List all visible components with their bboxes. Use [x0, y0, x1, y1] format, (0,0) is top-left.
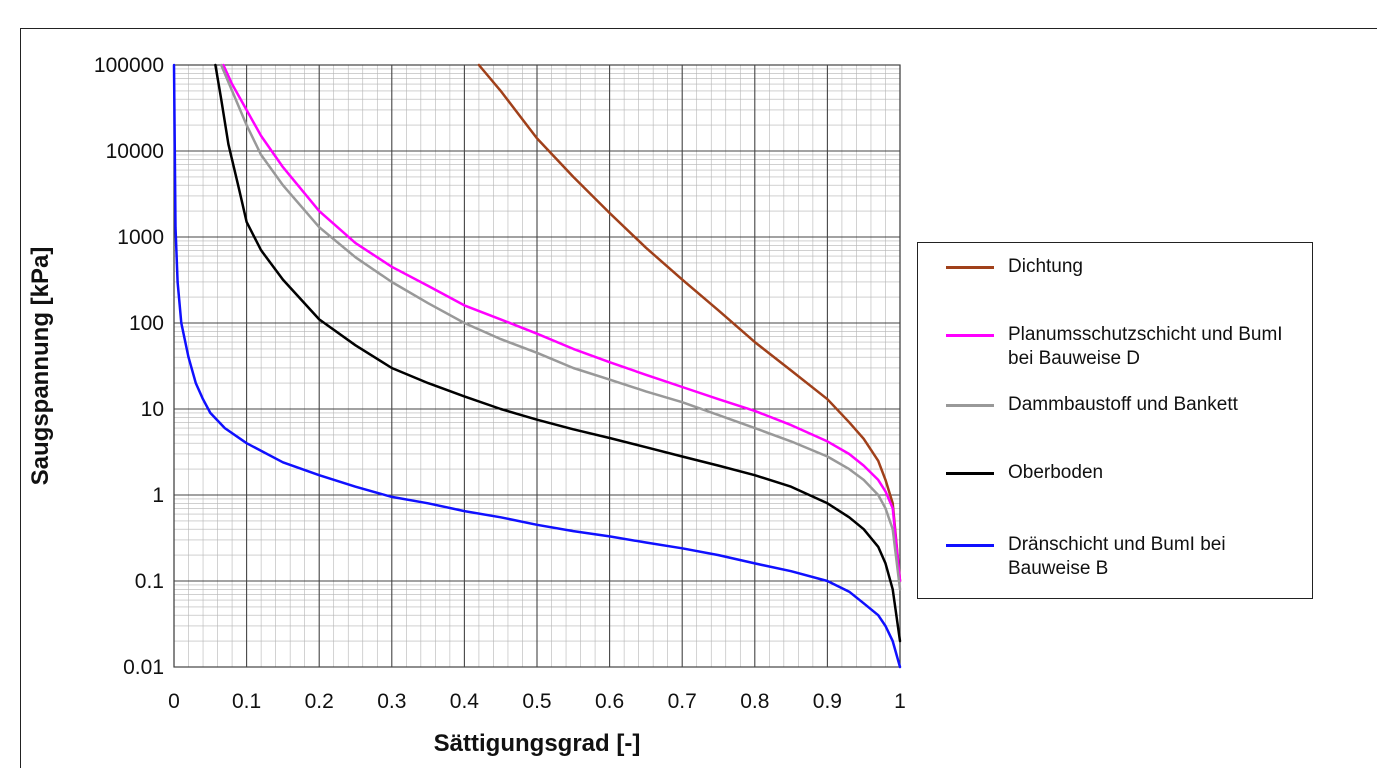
x-tick-label: 0.7 [668, 690, 697, 713]
x-tick-label: 0.9 [813, 690, 842, 713]
y-tick-labels: 0.01 0.1 1 10 100 1000 10000 100000 [94, 54, 164, 679]
y-tick-label: 0.01 [123, 656, 164, 679]
x-tick-label: 0.5 [522, 690, 551, 713]
major-grid [173, 64, 901, 668]
x-tick-label: 0.8 [740, 690, 769, 713]
legend-swatch [946, 266, 994, 269]
x-tick-label: 0 [168, 690, 180, 713]
y-tick-label: 0.1 [135, 570, 164, 593]
legend-label: Dichtung [1008, 256, 1083, 277]
x-tick-label: 0.2 [305, 690, 334, 713]
series-layer [172, 63, 902, 669]
y-tick-label: 100000 [94, 54, 164, 77]
x-tick-label: 0.4 [450, 690, 480, 713]
legend-swatch [946, 404, 994, 407]
legend: Dichtung Planumsschutzschicht und BumI be… [917, 242, 1313, 599]
series-line-0 [477, 63, 902, 583]
legend-label: Oberboden [1008, 462, 1104, 483]
legend-swatch [946, 544, 994, 547]
y-tick-label: 10 [141, 398, 164, 421]
x-axis-label: Sättigungsgrad [-] [434, 730, 641, 757]
series-line-2 [219, 63, 902, 591]
legend-swatch [946, 472, 994, 475]
y-tick-label: 1 [152, 484, 164, 507]
plot-area-border [173, 64, 901, 668]
y-tick-label: 100 [129, 312, 164, 335]
series-line-1 [222, 63, 902, 583]
series-line-4 [172, 63, 902, 669]
x-tick-label: 0.3 [377, 690, 406, 713]
y-axis-label: Saugspannung [kPa] [27, 247, 54, 486]
x-tick-labels: 0 0.1 0.2 0.3 0.4 0.5 0.6 0.7 0.8 0.9 1 [168, 690, 906, 713]
legend-label: Planumsschutzschicht und BumI bei Bauwei… [1008, 324, 1283, 369]
legend-label: Dammbaustoff und Bankett [1008, 394, 1238, 415]
x-tick-label: 0.1 [232, 690, 261, 713]
series-line-3 [214, 63, 902, 643]
x-tick-label: 1 [894, 690, 906, 713]
legend-label: Dränschicht und BumI bei Bauweise B [1008, 534, 1226, 579]
x-tick-label: 0.6 [595, 690, 624, 713]
legend-swatch [946, 334, 994, 337]
chart-frame [20, 28, 1377, 768]
y-tick-label: 10000 [106, 140, 164, 163]
y-tick-label: 1000 [117, 226, 164, 249]
